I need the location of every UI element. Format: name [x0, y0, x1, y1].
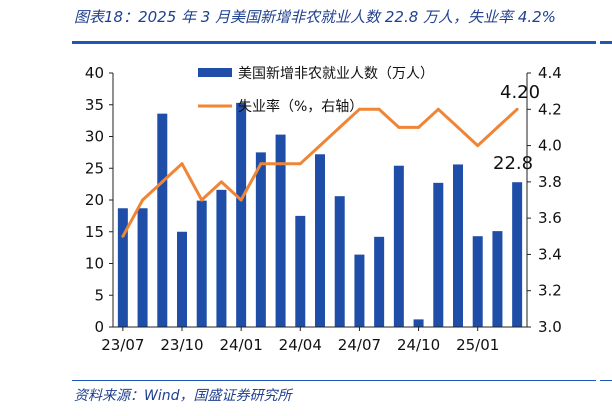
legend-line-label: 失业率（%，右轴）	[238, 98, 363, 115]
legend-bar-swatch	[198, 68, 232, 77]
line-point	[239, 198, 243, 202]
bar	[433, 182, 444, 327]
last-bar-value-label: 22.8	[493, 153, 533, 174]
y-right-tick-label: 4.0	[538, 137, 562, 155]
source-divider-right	[600, 380, 612, 381]
y-right-tick-label: 4.4	[538, 64, 562, 82]
bar	[315, 154, 325, 327]
bar	[196, 200, 207, 327]
y-left-tick-labels: 0 5 10 15 20 25 30 35 40	[85, 64, 104, 336]
line-point	[318, 144, 322, 148]
bar	[295, 215, 306, 327]
bar	[236, 102, 247, 327]
y-left-tick-label: 20	[85, 191, 104, 209]
chart-legend: 美国新增非农就业人数（万人） 失业率（%，右轴）	[198, 66, 434, 115]
x-tick-label: 23/07	[101, 336, 144, 354]
source-note: 资料来源：Wind，国盛证券研究所	[74, 388, 292, 404]
line-point	[141, 198, 145, 202]
line-point	[436, 107, 440, 111]
x-tick-label: 24/04	[279, 336, 322, 354]
line-point	[121, 234, 125, 238]
y-left-tick-label: 5	[94, 286, 104, 304]
line-point	[357, 107, 361, 111]
line-point	[456, 125, 460, 129]
title-divider	[72, 41, 596, 44]
line-point	[515, 107, 519, 111]
bar	[393, 165, 404, 327]
bar	[334, 196, 345, 327]
y-right-tick-label: 3.8	[538, 173, 562, 191]
line-point	[417, 125, 421, 129]
line-point	[200, 198, 204, 202]
y-right-tick-label: 3.6	[538, 209, 562, 227]
bar	[275, 134, 286, 327]
y-left-tick-label: 30	[85, 128, 104, 146]
line-point	[298, 162, 302, 166]
y-right-tick-labels: 3.0 3.2 3.4 3.6 3.8 4.0 4.2 4.4	[538, 64, 562, 336]
bar	[354, 254, 365, 327]
legend-bar-label: 美国新增非农就业人数（万人）	[238, 66, 434, 82]
line-point	[338, 125, 342, 129]
source-divider	[72, 380, 596, 381]
bar	[374, 236, 385, 327]
y-right-tick-label: 3.0	[538, 318, 562, 336]
x-tick-label: 23/10	[160, 336, 203, 354]
y-right-tick-label: 3.4	[538, 245, 562, 263]
x-tick-label: 24/10	[397, 336, 440, 354]
bar	[492, 231, 503, 327]
line-series	[121, 107, 519, 238]
last-line-value-label: 4.20	[500, 82, 540, 103]
bar	[216, 189, 227, 327]
x-tick-label: 24/07	[338, 336, 381, 354]
x-tick-label: 25/01	[456, 336, 499, 354]
bar	[453, 164, 463, 327]
line-point	[377, 107, 381, 111]
x-tick-label: 24/01	[220, 336, 263, 354]
y-left-tick-label: 25	[85, 159, 104, 177]
bar	[137, 208, 148, 327]
bar	[255, 152, 266, 327]
bar	[177, 231, 187, 327]
bar-series	[117, 102, 523, 327]
bar	[413, 319, 424, 327]
y-left-tick-label: 15	[85, 223, 104, 241]
x-tick-labels: 23/07 23/10 24/01 24/04 24/07 24/10 25/01	[101, 336, 499, 354]
figure-title: 图表18：2025 年 3 月美国新增非农就业人数 22.8 万人，失业率 4.…	[74, 8, 556, 26]
title-divider-right	[600, 41, 612, 44]
bar	[472, 236, 483, 327]
line-point	[279, 162, 283, 166]
line-point	[259, 162, 263, 166]
line-point	[180, 162, 184, 166]
line-point	[160, 180, 164, 184]
bar	[117, 208, 128, 327]
line-point	[476, 144, 480, 148]
y-left-tick-label: 10	[85, 255, 104, 273]
y-right-tick-label: 3.2	[538, 282, 562, 300]
chart-axes	[109, 72, 531, 331]
line-point	[397, 125, 401, 129]
bar	[512, 182, 523, 327]
y-right-tick-label: 4.2	[538, 100, 562, 118]
line-point	[219, 180, 223, 184]
line-point	[495, 125, 499, 129]
bar	[157, 113, 168, 327]
y-left-tick-label: 0	[94, 318, 104, 336]
y-left-tick-label: 35	[85, 96, 104, 114]
y-left-tick-label: 40	[85, 64, 104, 82]
